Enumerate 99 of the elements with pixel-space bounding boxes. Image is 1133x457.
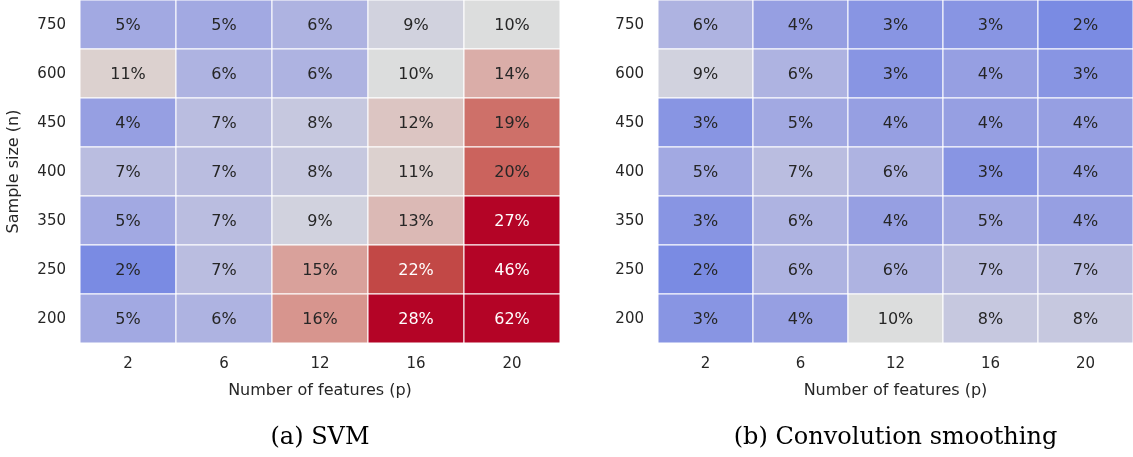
data-label: 12%: [398, 113, 434, 133]
y-tick-label: 600: [615, 64, 644, 83]
text: (a) SVM: [270, 422, 370, 450]
data-label: 28%: [398, 309, 434, 329]
x-tick-label: 2: [700, 353, 711, 372]
y-tick-label: 450: [615, 113, 644, 132]
y-tick-label: 400: [615, 162, 644, 181]
data-label: 4%: [1072, 113, 1099, 133]
data-label: 7%: [211, 211, 237, 231]
data-label: 10%: [494, 15, 530, 35]
data-label: 5%: [787, 113, 814, 133]
data-label: 6%: [692, 15, 719, 35]
data-label: 22%: [398, 260, 434, 280]
data-label: 4%: [787, 309, 814, 329]
y-axis-title: Sample size (n): [3, 109, 22, 234]
data-label: 4%: [115, 113, 141, 133]
data-label: 5%: [977, 211, 1004, 231]
y-tick-label: 750: [37, 15, 66, 34]
data-label: 6%: [787, 260, 814, 280]
data-label: 4%: [977, 113, 1004, 133]
data-label: 6%: [882, 162, 909, 182]
data-label: 5%: [692, 162, 719, 182]
data-label: 16%: [302, 309, 338, 329]
data-label: 3%: [692, 309, 719, 329]
y-tick-label: 350: [37, 211, 66, 230]
y-tick-label: 350: [615, 211, 644, 230]
data-label: 9%: [403, 15, 429, 35]
data-label: 9%: [692, 64, 719, 84]
data-label: 10%: [398, 64, 434, 84]
y-tick-label: 200: [615, 309, 644, 328]
x-axis-title: Number of features (p): [228, 380, 412, 399]
data-label: 5%: [211, 15, 237, 35]
data-label: 7%: [211, 260, 237, 280]
data-label: 7%: [977, 260, 1004, 280]
data-label: 6%: [307, 64, 333, 84]
data-label: 62%: [494, 309, 530, 329]
data-label: 6%: [882, 260, 909, 280]
data-label: 3%: [692, 113, 719, 133]
data-label: 3%: [977, 15, 1004, 35]
data-label: 7%: [211, 113, 237, 133]
data-label: 14%: [494, 64, 530, 84]
data-label: 5%: [115, 15, 141, 35]
x-tick-label: 20: [502, 353, 522, 372]
text: (b) Convolution smoothing: [733, 422, 1058, 450]
data-label: 6%: [307, 15, 333, 35]
data-label: 15%: [302, 260, 338, 280]
y-tick-label: 400: [37, 162, 66, 181]
data-label: 2%: [115, 260, 141, 280]
x-tick-label: 12: [885, 353, 906, 372]
x-tick-label: 16: [406, 353, 426, 372]
data-label: 8%: [307, 162, 333, 182]
data-label: 3%: [882, 64, 909, 84]
x-tick-label: 16: [980, 353, 1001, 372]
data-label: 4%: [1072, 162, 1099, 182]
data-label: 8%: [307, 113, 333, 133]
y-tick-label: 600: [37, 64, 66, 83]
y-tick-label: 200: [37, 309, 66, 328]
data-label: 13%: [398, 211, 434, 231]
x-tick-label: 12: [310, 353, 330, 372]
x-tick-label: 20: [1075, 353, 1096, 372]
data-label: 4%: [977, 64, 1004, 84]
x-tick-label: 6: [795, 353, 806, 372]
data-label: 19%: [494, 113, 530, 133]
data-label: 3%: [692, 211, 719, 231]
data-label: 7%: [1072, 260, 1099, 280]
y-tick-label: 450: [37, 113, 66, 132]
data-label: 6%: [787, 211, 814, 231]
data-label: 3%: [1072, 64, 1099, 84]
x-axis-title: Number of features (p): [803, 380, 988, 399]
data-label: 8%: [1072, 309, 1099, 329]
data-label: 4%: [882, 211, 909, 231]
data-label: 7%: [787, 162, 814, 182]
data-label: 6%: [211, 64, 237, 84]
x-tick-label: 6: [219, 353, 229, 372]
data-label: 11%: [398, 162, 434, 182]
data-label: 7%: [211, 162, 237, 182]
y-tick-label: 750: [615, 15, 644, 34]
y-tick-label: 250: [37, 260, 66, 279]
data-label: 5%: [115, 211, 141, 231]
x-tick-label: 2: [123, 353, 133, 372]
data-label: 4%: [1072, 211, 1099, 231]
data-label: 10%: [877, 309, 914, 329]
data-label: 3%: [882, 15, 909, 35]
data-label: 11%: [110, 64, 146, 84]
data-label: 46%: [494, 260, 530, 280]
data-label: 6%: [787, 64, 814, 84]
data-label: 5%: [115, 309, 141, 329]
data-label: 8%: [977, 309, 1004, 329]
data-label: 7%: [115, 162, 141, 182]
y-tick-label: 250: [615, 260, 644, 279]
data-label: 3%: [977, 162, 1004, 182]
data-label: 4%: [787, 15, 814, 35]
data-label: 4%: [882, 113, 909, 133]
data-label: 27%: [494, 211, 530, 231]
data-label: 2%: [692, 260, 719, 280]
data-label: 20%: [494, 162, 530, 182]
data-label: 9%: [307, 211, 333, 231]
data-label: 2%: [1072, 15, 1099, 35]
data-label: 6%: [211, 309, 237, 329]
